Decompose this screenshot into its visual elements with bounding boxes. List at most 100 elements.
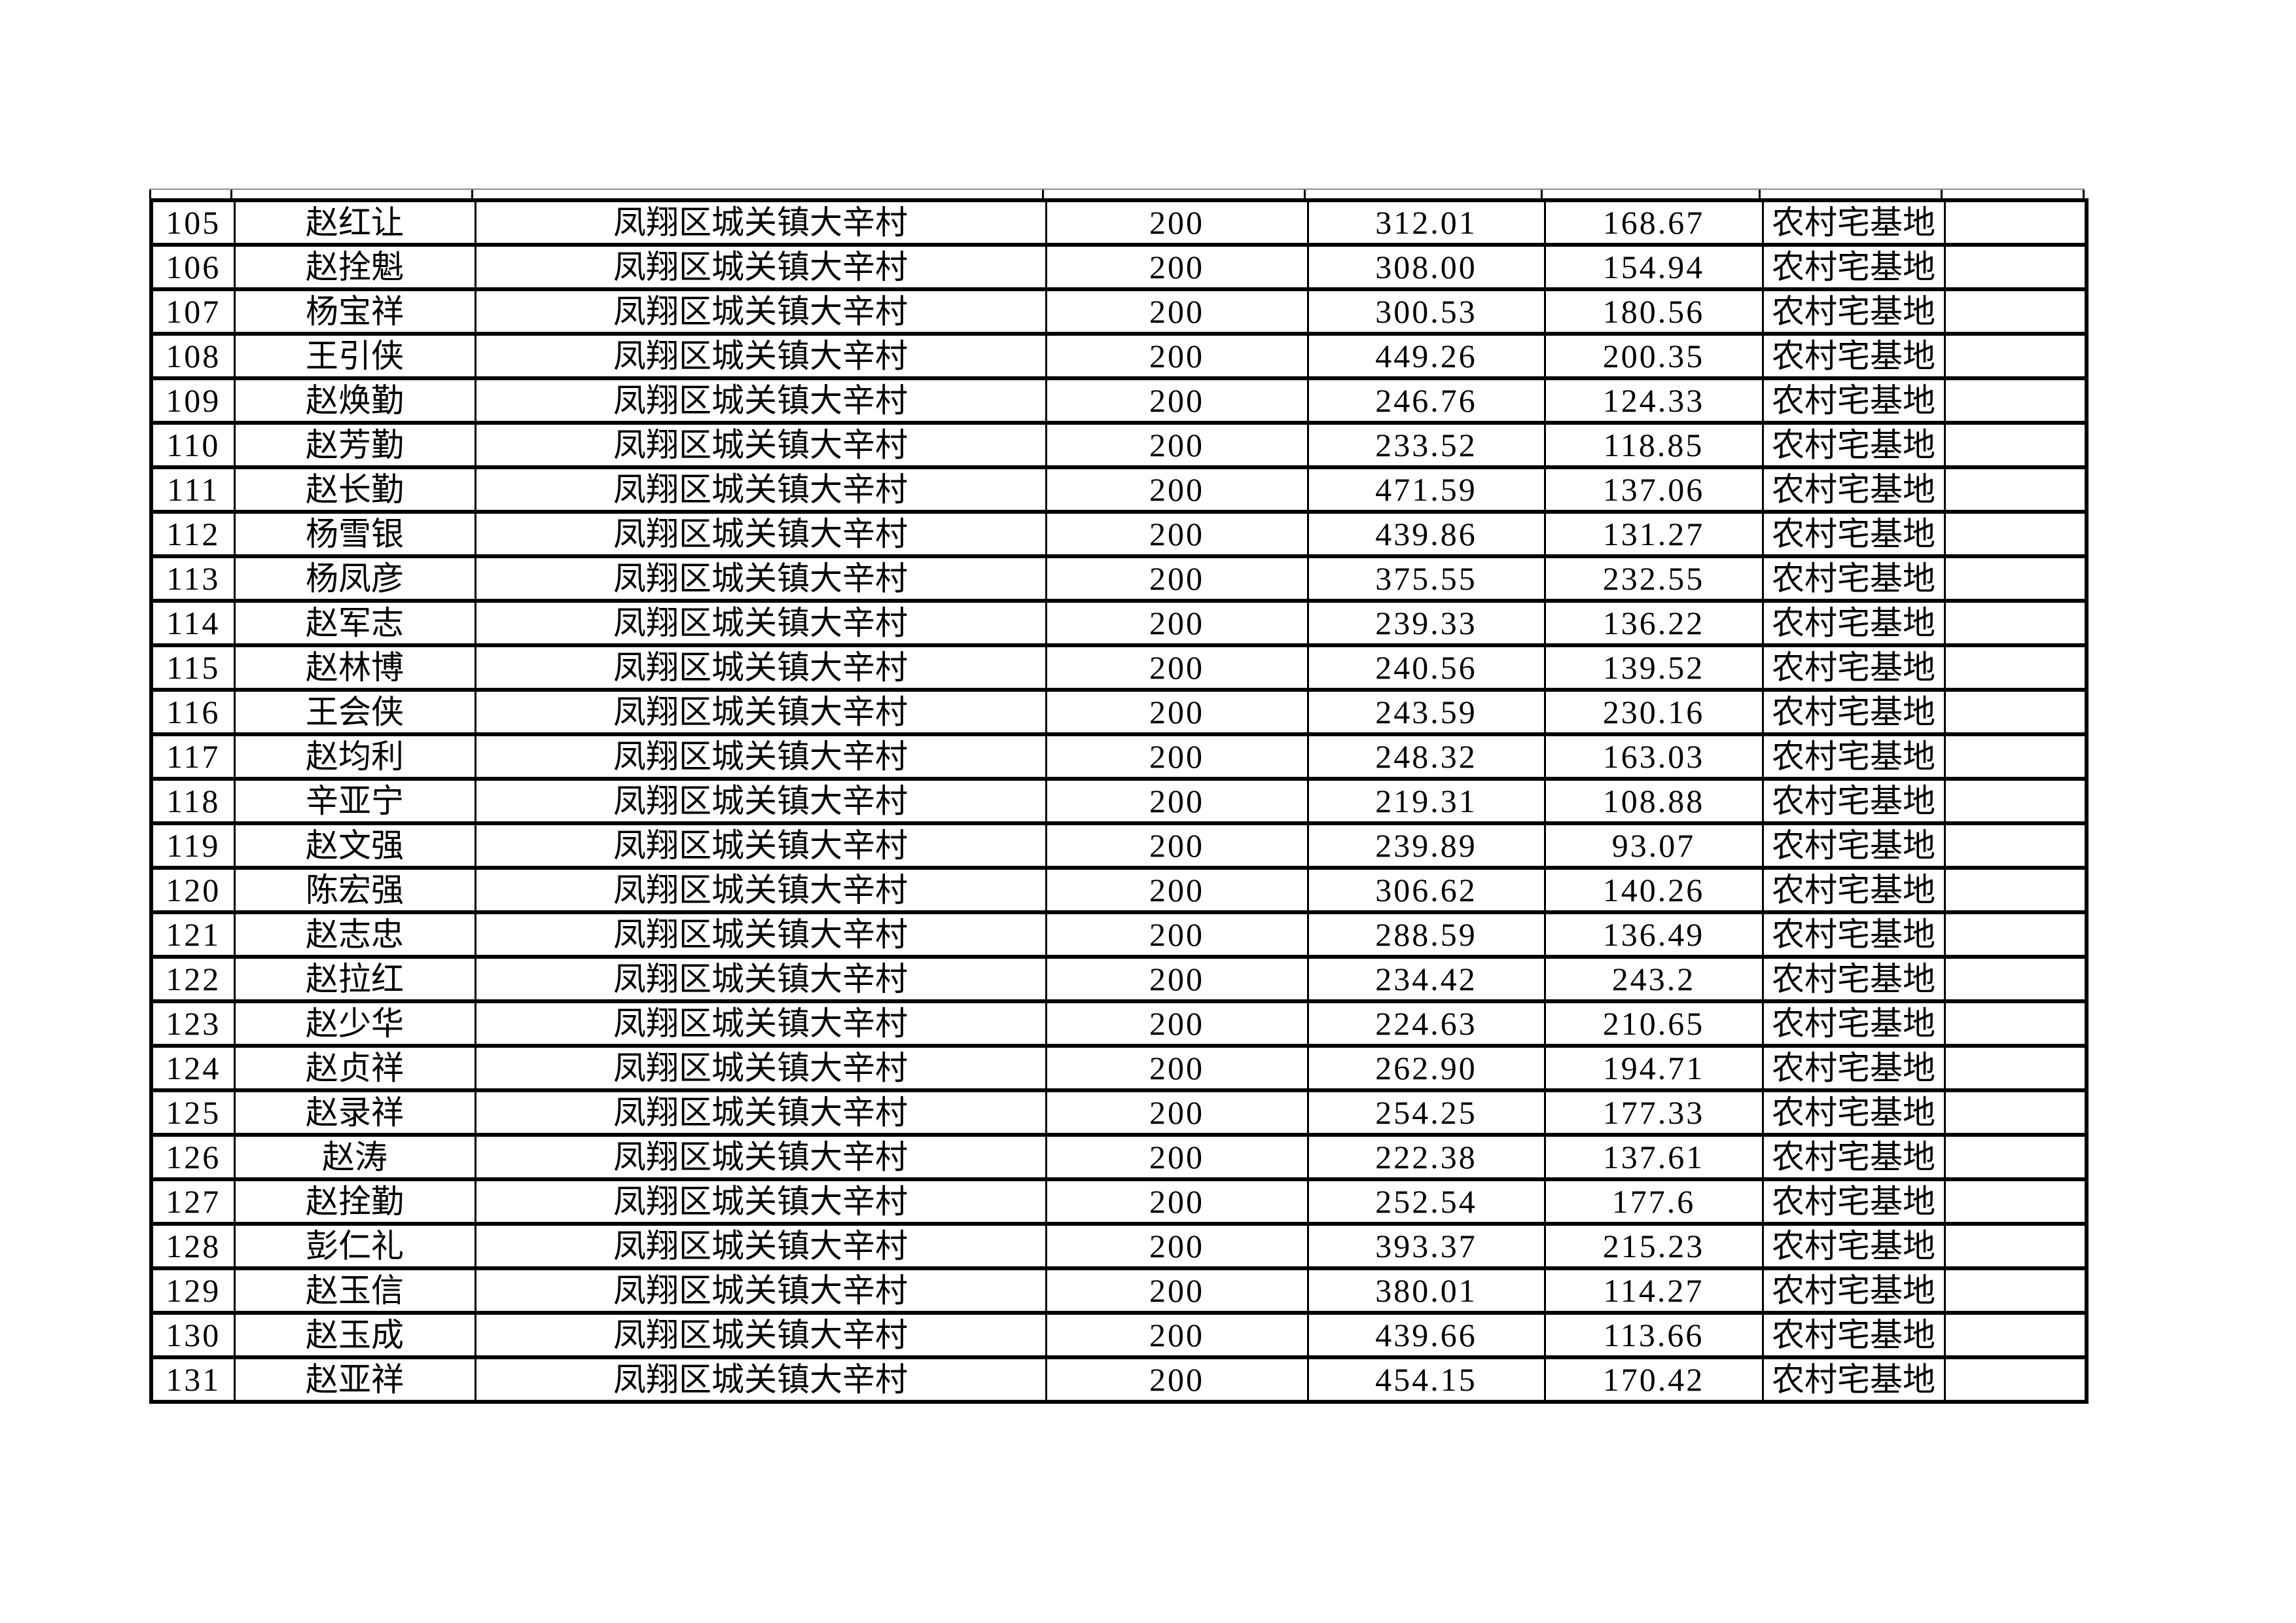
table-cell: 赵贞祥 [233, 1044, 476, 1092]
table-cell: 凤翔区城关镇大辛村 [474, 1044, 1047, 1092]
table-cell: 93.07 [1543, 821, 1764, 870]
table-cell [1943, 599, 2088, 647]
table-cell: 163.03 [1543, 732, 1764, 781]
table-cell: 240.56 [1306, 643, 1546, 692]
table-cell: 200 [1045, 1088, 1309, 1137]
table-cell: 200 [1045, 243, 1309, 291]
table-cell: 170.42 [1543, 1355, 1764, 1404]
table-cell: 117 [150, 732, 236, 781]
table-cell: 439.86 [1306, 510, 1546, 558]
table-cell: 农村宅基地 [1761, 1266, 1946, 1315]
table-cell: 赵录祥 [233, 1088, 476, 1137]
table-cell: 239.33 [1306, 599, 1546, 647]
table-cell [1943, 1222, 2088, 1270]
table-cell: 239.89 [1306, 821, 1546, 870]
table-cell: 赵玉成 [233, 1311, 476, 1359]
table-cell [1943, 1266, 2088, 1315]
table-cell: 129 [150, 1266, 236, 1315]
table-row: 110 赵芳勤 凤翔区城关镇大辛村 200 233.52 118.85 农村宅基地 [150, 421, 2088, 469]
table-cell [1943, 999, 2088, 1048]
table-cell: 200 [1045, 688, 1309, 736]
table-cell: 凤翔区城关镇大辛村 [474, 198, 1047, 247]
cutoff-row-cell [232, 190, 473, 198]
table-cell: 凤翔区城关镇大辛村 [474, 1133, 1047, 1181]
table-cell [1943, 1044, 2088, 1092]
table-cell: 200 [1045, 510, 1309, 558]
table-cell: 131.27 [1543, 510, 1764, 558]
table-cell [1943, 287, 2088, 336]
table-row: 106 赵拴魁 凤翔区城关镇大辛村 200 308.00 154.94 农村宅基地 [150, 243, 2088, 291]
table-cell: 124.33 [1543, 376, 1764, 425]
table-cell: 123 [150, 999, 236, 1048]
table-row: 111 赵长勤 凤翔区城关镇大辛村 200 471.59 137.06 农村宅基地 [150, 465, 2088, 514]
table-cell: 300.53 [1306, 287, 1546, 336]
table-cell: 111 [150, 465, 236, 514]
table-cell: 凤翔区城关镇大辛村 [474, 1311, 1047, 1359]
table-cell: 200 [1045, 198, 1309, 247]
table-cell: 254.25 [1306, 1088, 1546, 1137]
table-cell: 248.32 [1306, 732, 1546, 781]
table-cell: 110 [150, 421, 236, 469]
table-cell: 234.42 [1306, 955, 1546, 1003]
table-cell: 200 [1045, 376, 1309, 425]
table-cell: 赵长勤 [233, 465, 476, 514]
table-cell: 农村宅基地 [1761, 866, 1946, 914]
table-cell: 306.62 [1306, 866, 1546, 914]
table-cell: 农村宅基地 [1761, 732, 1946, 781]
table-row: 131 赵亚祥 凤翔区城关镇大辛村 200 454.15 170.42 农村宅基地 [150, 1355, 2088, 1404]
table-cell: 200 [1045, 1311, 1309, 1359]
table-cell [1943, 866, 2088, 914]
table-cell: 454.15 [1306, 1355, 1546, 1404]
table-cell: 200 [1045, 910, 1309, 959]
cutoff-row-cell [149, 190, 232, 198]
table-cell: 凤翔区城关镇大辛村 [474, 866, 1047, 914]
table-row: 120 陈宏强 凤翔区城关镇大辛村 200 306.62 140.26 农村宅基地 [150, 866, 2088, 914]
table-cell: 赵林博 [233, 643, 476, 692]
cutoff-row-cell [1044, 190, 1306, 198]
table-cell: 农村宅基地 [1761, 643, 1946, 692]
table-cell: 121 [150, 910, 236, 959]
table-cell: 凤翔区城关镇大辛村 [474, 955, 1047, 1003]
cutoff-row-cell [1543, 190, 1761, 198]
table-cell [1943, 465, 2088, 514]
table-row: 130 赵玉成 凤翔区城关镇大辛村 200 439.66 113.66 农村宅基地 [150, 1311, 2088, 1359]
table-cell: 凤翔区城关镇大辛村 [474, 1222, 1047, 1270]
cutoff-row-cell [1761, 190, 1943, 198]
table-cell: 120 [150, 866, 236, 914]
table-cell: 农村宅基地 [1761, 198, 1946, 247]
table-cell: 136.49 [1543, 910, 1764, 959]
table-cell: 168.67 [1543, 198, 1764, 247]
table-cell: 130 [150, 1311, 236, 1359]
table-cell [1943, 643, 2088, 692]
table-cell [1943, 1355, 2088, 1404]
table-cell: 114 [150, 599, 236, 647]
table-cell: 赵涛 [233, 1133, 476, 1181]
table-cell: 农村宅基地 [1761, 1133, 1946, 1181]
table-cell: 农村宅基地 [1761, 243, 1946, 291]
table-row: 119 赵文强 凤翔区城关镇大辛村 200 239.89 93.07 农村宅基地 [150, 821, 2088, 870]
table-cell: 农村宅基地 [1761, 1088, 1946, 1137]
table-cell: 赵文强 [233, 821, 476, 870]
table-cell: 180.56 [1543, 287, 1764, 336]
table-cell: 赵拴魁 [233, 243, 476, 291]
table-cell: 312.01 [1306, 198, 1546, 247]
table-cell [1943, 554, 2088, 603]
table-cell: 农村宅基地 [1761, 1177, 1946, 1226]
cutoff-row-cell [1306, 190, 1543, 198]
table-cell: 农村宅基地 [1761, 421, 1946, 469]
table-cell: 凤翔区城关镇大辛村 [474, 1088, 1047, 1137]
table-cell: 赵志忠 [233, 910, 476, 959]
table-cell [1943, 910, 2088, 959]
table-cell: 杨宝祥 [233, 287, 476, 336]
table-cell: 农村宅基地 [1761, 287, 1946, 336]
table-cell: 471.59 [1306, 465, 1546, 514]
table-cell: 118.85 [1543, 421, 1764, 469]
table-cell: 农村宅基地 [1761, 1044, 1946, 1092]
table-cell: 赵拴勤 [233, 1177, 476, 1226]
table-cell: 154.94 [1543, 243, 1764, 291]
table-row: 125 赵录祥 凤翔区城关镇大辛村 200 254.25 177.33 农村宅基地 [150, 1088, 2088, 1137]
table-cell: 243.59 [1306, 688, 1546, 736]
table-cell [1943, 1088, 2088, 1137]
table-cell [1943, 376, 2088, 425]
